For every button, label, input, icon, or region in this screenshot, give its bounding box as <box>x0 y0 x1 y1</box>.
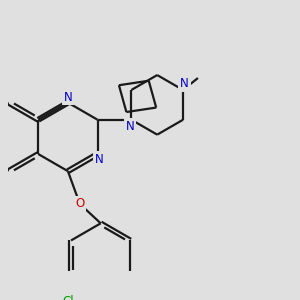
Text: N: N <box>180 77 189 90</box>
Text: N: N <box>95 153 103 166</box>
Text: N: N <box>64 91 72 104</box>
Text: N: N <box>125 120 134 133</box>
Text: O: O <box>75 197 85 210</box>
Text: Cl: Cl <box>62 295 74 300</box>
